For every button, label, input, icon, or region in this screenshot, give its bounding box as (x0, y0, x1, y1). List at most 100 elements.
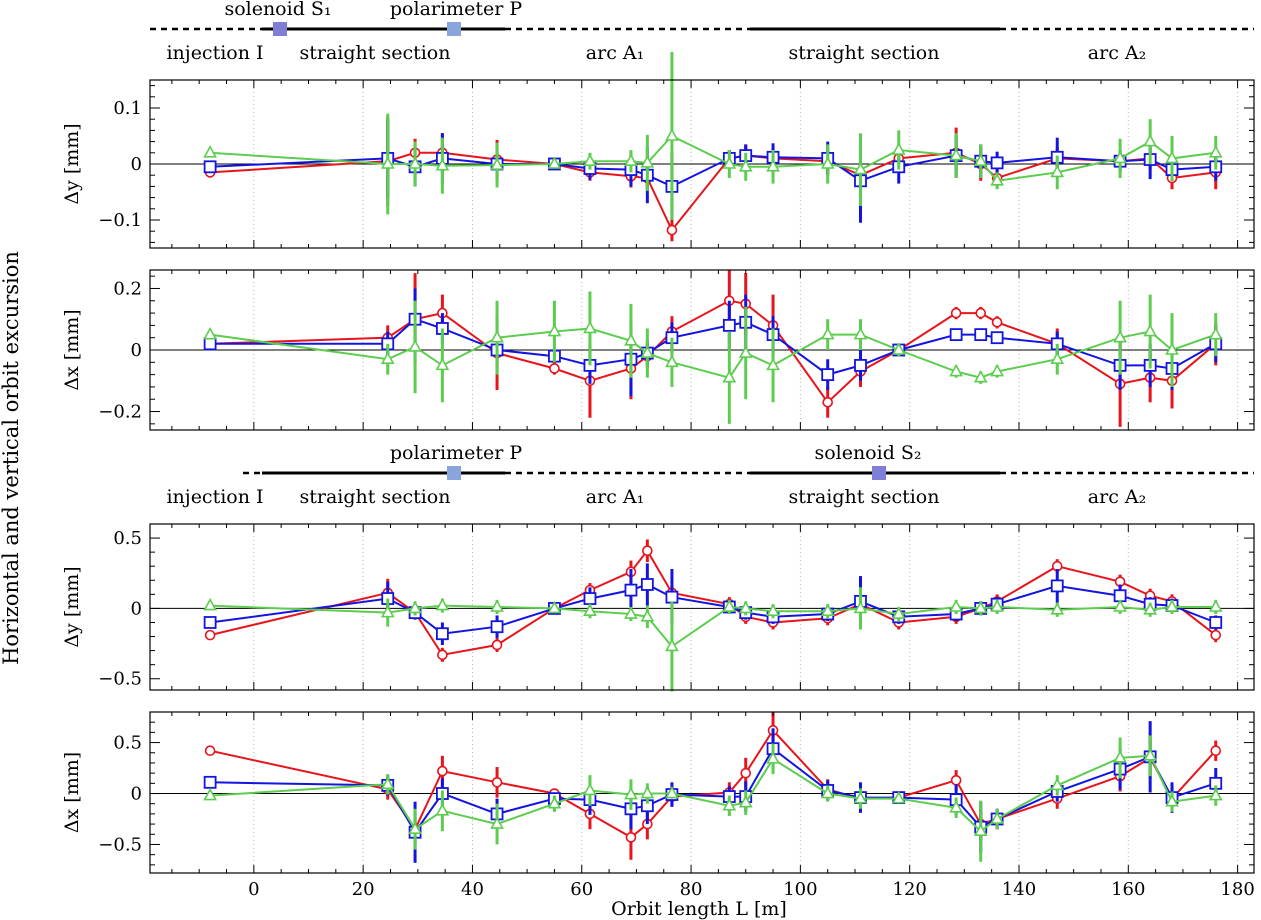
panel-4: −0.5 0 0.5 Δx [mm] (61, 711, 1255, 874)
data-point (203, 787, 217, 801)
data-point (203, 326, 217, 340)
data-point (722, 156, 737, 169)
series-line (210, 134, 1216, 182)
data-point (1143, 602, 1158, 615)
data-point (766, 603, 780, 617)
lattice-label-injection: injection I (166, 42, 263, 64)
series-line (210, 754, 1216, 833)
data-point (1050, 351, 1065, 365)
data-point (1165, 342, 1179, 355)
data-point (625, 832, 637, 843)
data-point (949, 328, 963, 342)
y-tick-label: 0 (131, 340, 142, 361)
data-point (1208, 326, 1223, 340)
data-point (490, 599, 504, 612)
data-point (975, 307, 987, 319)
data-point (1143, 323, 1158, 337)
data-point (547, 796, 562, 809)
x-tick-label: 140 (1002, 879, 1036, 900)
series-line (210, 747, 1217, 835)
data-point (766, 357, 780, 371)
data-point (991, 317, 1003, 328)
data-point (1143, 133, 1158, 147)
data-point (665, 638, 679, 652)
series-green (203, 735, 1223, 862)
data-point (491, 777, 503, 788)
series-line (210, 318, 1217, 376)
lattice-marker-label-1: solenoid S₁ (224, 0, 331, 20)
data-point (949, 599, 963, 612)
y-tick-label: −0.1 (98, 210, 142, 231)
data-point (853, 161, 868, 175)
x-tick-label: 80 (680, 879, 703, 900)
data-point (435, 627, 449, 641)
lattice-label-arc-1: arc A₁ (586, 42, 644, 64)
y-tick-label: 0.2 (113, 278, 142, 299)
x-tick-label: 100 (783, 879, 817, 900)
data-point (435, 597, 450, 611)
data-point (490, 157, 504, 170)
lattice-label-injection: injection I (166, 486, 263, 508)
data-point (1113, 150, 1127, 164)
panels-container: −0.1 0 0.1 Δy [mm] −0.2 0 0.2 Δx [mm] −0.5 0 0.5 Δy… (61, 52, 1255, 900)
data-point (665, 590, 679, 604)
data-point (722, 798, 737, 811)
data-point (624, 153, 638, 166)
lattice-label-straight-2: straight section (789, 42, 940, 64)
data-point (821, 368, 835, 382)
y-tick-label: 0 (131, 784, 142, 805)
data-point (624, 606, 638, 619)
data-point (583, 592, 597, 605)
data-point (738, 600, 753, 614)
data-point (820, 785, 835, 799)
panel-2: −0.2 0 0.2 Δx [mm] (61, 269, 1255, 431)
data-point (738, 795, 753, 808)
data-point (820, 603, 835, 617)
plot-frame (149, 711, 1255, 874)
x-tick-label: 120 (893, 879, 927, 900)
data-point (949, 800, 963, 813)
solenoid-s1-marker (273, 22, 287, 36)
data-point (547, 600, 562, 614)
data-point (766, 159, 780, 172)
y-axis-label: Δy [mm] (61, 123, 83, 204)
x-tick-label: 160 (1111, 879, 1145, 900)
data-point (380, 776, 395, 790)
data-point (549, 363, 560, 374)
series-line (210, 154, 1216, 188)
data-point (1210, 745, 1222, 757)
data-point (435, 158, 450, 171)
data-point (1113, 330, 1127, 343)
data-point (891, 342, 906, 355)
y-axis-label: Δy [mm] (61, 566, 83, 647)
data-point (853, 790, 868, 804)
x-tick-label: 20 (352, 879, 375, 900)
data-point (891, 790, 906, 804)
data-point (203, 597, 217, 611)
data-point (666, 224, 678, 236)
data-point (1208, 599, 1223, 612)
data-point (435, 803, 450, 816)
data-point (738, 345, 753, 358)
y-axis-label: Δx [mm] (61, 309, 83, 390)
y-tick-label: 0.5 (113, 733, 142, 754)
data-point (949, 147, 963, 161)
data-point (990, 811, 1004, 824)
series-green (203, 587, 1223, 692)
lattice-strip-middle: polarimeter P solenoid S₂ injection I st… (166, 442, 1254, 508)
data-point (408, 156, 422, 169)
panel-3: −0.5 0 0.5 Δy [mm] (61, 523, 1255, 692)
data-point (665, 354, 679, 368)
data-point (583, 320, 597, 334)
series-line (209, 583, 1217, 635)
data-point (1113, 750, 1127, 763)
data-point (547, 323, 562, 337)
data-point (204, 629, 216, 641)
data-point (1208, 787, 1223, 801)
data-point (380, 351, 395, 365)
data-point (722, 599, 737, 612)
data-point (665, 128, 679, 141)
polarimeter-p-marker (447, 466, 461, 480)
data-point (1208, 145, 1223, 158)
lattice-label-arc-2: arc A₂ (1088, 42, 1146, 64)
